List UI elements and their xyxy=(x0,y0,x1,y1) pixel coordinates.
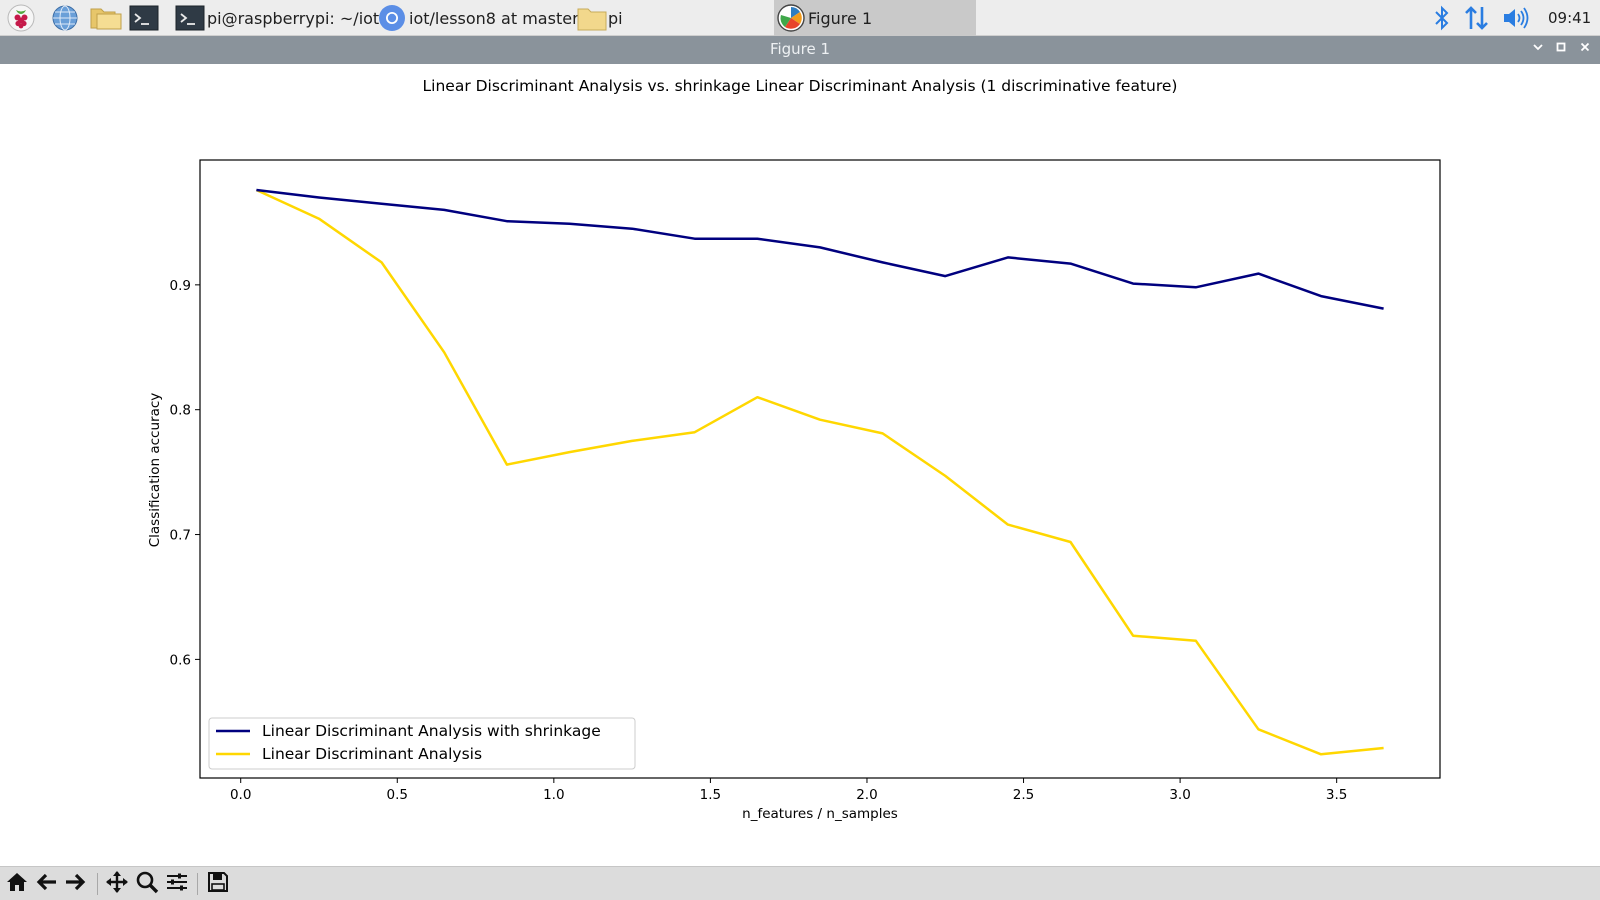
series-line xyxy=(255,188,1384,756)
close-button[interactable] xyxy=(1576,41,1594,59)
navigation-toolbar xyxy=(0,866,1600,900)
taskbar-item-folder[interactable]: pi xyxy=(576,3,623,33)
window-titlebar[interactable]: Figure 1 xyxy=(0,36,1600,64)
legend-label: Linear Discriminant Analysis with shrink… xyxy=(262,722,601,740)
terminal-launcher[interactable] xyxy=(129,3,159,33)
taskbar-item-label: pi xyxy=(608,8,623,28)
browser-icon xyxy=(377,3,407,33)
toolbar-separator xyxy=(97,873,98,895)
taskbar: pi@raspberrypi: ~/iot... iot/lesson8 at … xyxy=(0,0,1600,36)
raspberry-menu-button[interactable] xyxy=(6,3,36,33)
series-line xyxy=(256,188,1384,310)
matplotlib-icon xyxy=(776,3,806,33)
zoom-button[interactable] xyxy=(134,871,160,897)
y-tick-label: 0.7 xyxy=(170,528,191,544)
zoom-icon xyxy=(135,870,159,898)
save-button[interactable] xyxy=(205,871,231,897)
pan-icon xyxy=(105,870,129,898)
x-tick-label: 1.0 xyxy=(543,787,564,803)
minimize-icon xyxy=(1532,42,1544,57)
back-icon xyxy=(35,870,59,898)
terminal-icon xyxy=(175,3,205,33)
y-tick-label: 0.8 xyxy=(170,403,191,419)
y-tick-label: 0.9 xyxy=(170,278,191,294)
series-lines xyxy=(255,188,1384,756)
maximize-icon xyxy=(1555,42,1567,57)
network-button[interactable] xyxy=(1462,3,1492,33)
taskbar-item-label: pi@raspberrypi: ~/iot... xyxy=(207,8,395,28)
browser-launcher[interactable] xyxy=(50,3,80,33)
x-tick-label: 3.0 xyxy=(1169,787,1190,803)
bluetooth-icon xyxy=(1430,3,1454,33)
raspberry-menu-icon xyxy=(6,3,36,33)
taskbar-item-terminal[interactable]: pi@raspberrypi: ~/iot... xyxy=(175,3,394,33)
taskbar-item-label: iot/lesson8 at master... xyxy=(409,8,593,28)
legend-label: Linear Discriminant Analysis xyxy=(262,745,482,763)
home-button[interactable] xyxy=(4,871,30,897)
bluetooth-button[interactable] xyxy=(1430,3,1454,33)
forward-icon xyxy=(63,870,87,898)
toolbar-separator xyxy=(197,873,198,895)
y-tick-label: 0.6 xyxy=(170,652,191,668)
back-button[interactable] xyxy=(34,871,60,897)
x-axis: 0.0 0.5 1.0 1.5 2.0 2.5 3.0 3.5 xyxy=(230,778,1347,803)
figure-canvas[interactable]: Linear Discriminant Analysis vs. shrinka… xyxy=(0,64,1600,866)
file-manager-icon xyxy=(89,3,122,33)
volume-icon xyxy=(1500,3,1530,33)
home-icon xyxy=(5,870,29,898)
x-tick-label: 3.5 xyxy=(1326,787,1347,803)
taskbar-item-browser[interactable]: iot/lesson8 at master... xyxy=(377,3,592,33)
window-title: Figure 1 xyxy=(769,40,831,58)
pan-button[interactable] xyxy=(104,871,130,897)
configure-subplots-icon xyxy=(165,870,189,898)
taskbar-item-label: Figure 1 xyxy=(808,8,873,28)
save-icon xyxy=(206,870,230,898)
file-manager-launcher[interactable] xyxy=(89,3,122,33)
y-axis-label: Classification accuracy xyxy=(147,393,163,548)
x-tick-label: 2.0 xyxy=(856,787,877,803)
legend: Linear Discriminant Analysis with shrink… xyxy=(208,717,636,770)
volume-button[interactable] xyxy=(1500,3,1530,33)
globe-icon xyxy=(50,3,80,33)
minimize-button[interactable] xyxy=(1529,41,1547,59)
x-tick-label: 1.5 xyxy=(700,787,721,803)
x-tick-label: 2.5 xyxy=(1013,787,1034,803)
clock[interactable]: 09:41 xyxy=(1548,9,1592,27)
close-icon xyxy=(1579,42,1591,57)
terminal-icon xyxy=(129,3,159,33)
y-axis: 0.6 0.7 0.8 0.9 xyxy=(170,278,200,668)
chart: Linear Discriminant Analysis vs. shrinka… xyxy=(147,77,1441,822)
configure-subplots-button[interactable] xyxy=(164,871,190,897)
taskbar-item-figure[interactable]: Figure 1 xyxy=(774,0,976,36)
x-tick-label: 0.0 xyxy=(230,787,251,803)
legend-frame xyxy=(208,717,636,770)
maximize-button[interactable] xyxy=(1552,41,1570,59)
plot-area xyxy=(199,159,1441,779)
x-tick-label: 0.5 xyxy=(387,787,408,803)
chart-title: Linear Discriminant Analysis vs. shrinka… xyxy=(423,77,1178,95)
x-axis-label: n_features / n_samples xyxy=(742,806,898,822)
folder-icon xyxy=(576,3,607,33)
network-arrows-icon xyxy=(1462,3,1492,33)
forward-button[interactable] xyxy=(62,871,88,897)
